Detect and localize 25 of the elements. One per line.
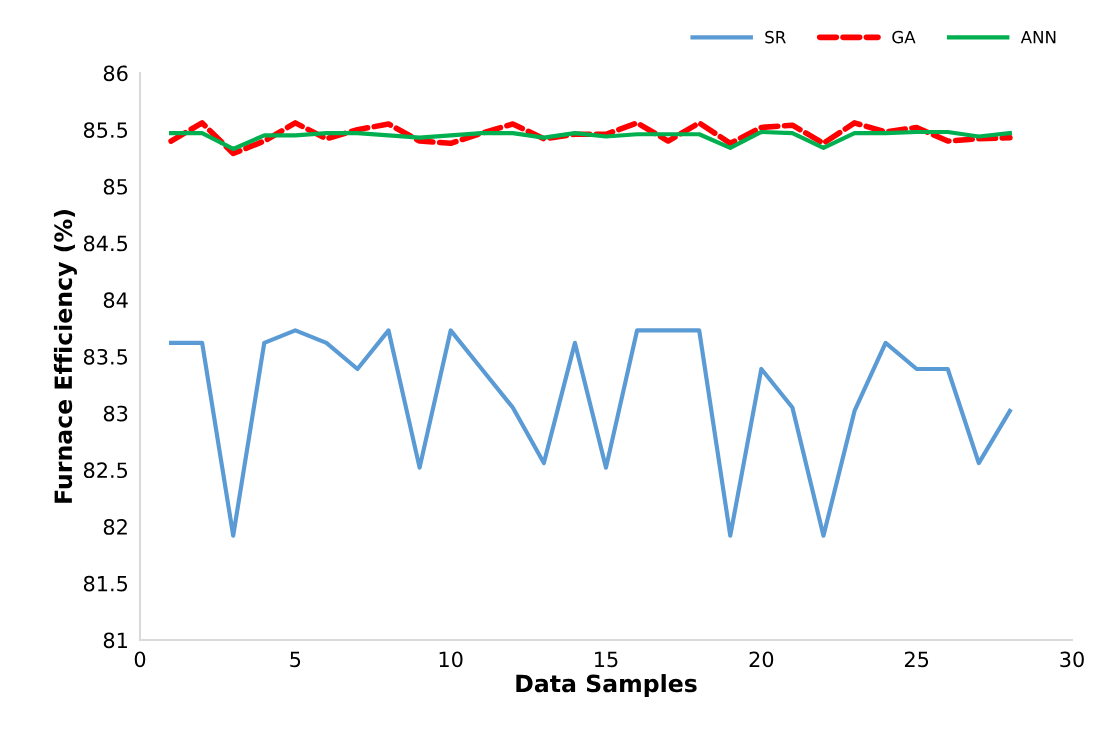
y-tick-label: 85.5 [83, 122, 128, 138]
line-series [168, 129, 1012, 152]
y-tick-label: 85 [103, 178, 128, 195]
x-tick-label: 10 [439, 651, 463, 668]
y-tick-label: 86 [103, 65, 128, 82]
x-tick-label: 0 [134, 651, 146, 668]
legend-label: GA [892, 30, 916, 44]
legend-label: SR [765, 30, 786, 44]
y-tick-label: 83.5 [83, 348, 128, 365]
x-axis-title: Data Samples [516, 674, 697, 697]
y-tick-label: 82 [103, 519, 127, 535]
legend-label: ANN [1020, 31, 1056, 44]
y-tick-label: 82.5 [83, 462, 128, 479]
y-tick-label: 81.5 [83, 575, 128, 592]
y-tick-label: 81 [103, 632, 127, 649]
y-tick-label: 84.5 [83, 235, 128, 252]
x-tick-label: 20 [749, 651, 774, 668]
x-tick-label: 25 [904, 651, 929, 668]
x-tick-label: 15 [595, 651, 618, 668]
line-series [168, 328, 1012, 538]
x-tick-label: 30 [1060, 651, 1084, 668]
y-tick-label: 83 [103, 405, 128, 422]
x-tick-label: 5 [290, 651, 301, 668]
y-axis-title: Furnace Efficiency (%) [53, 210, 77, 503]
y-tick-label: 84 [103, 292, 128, 309]
